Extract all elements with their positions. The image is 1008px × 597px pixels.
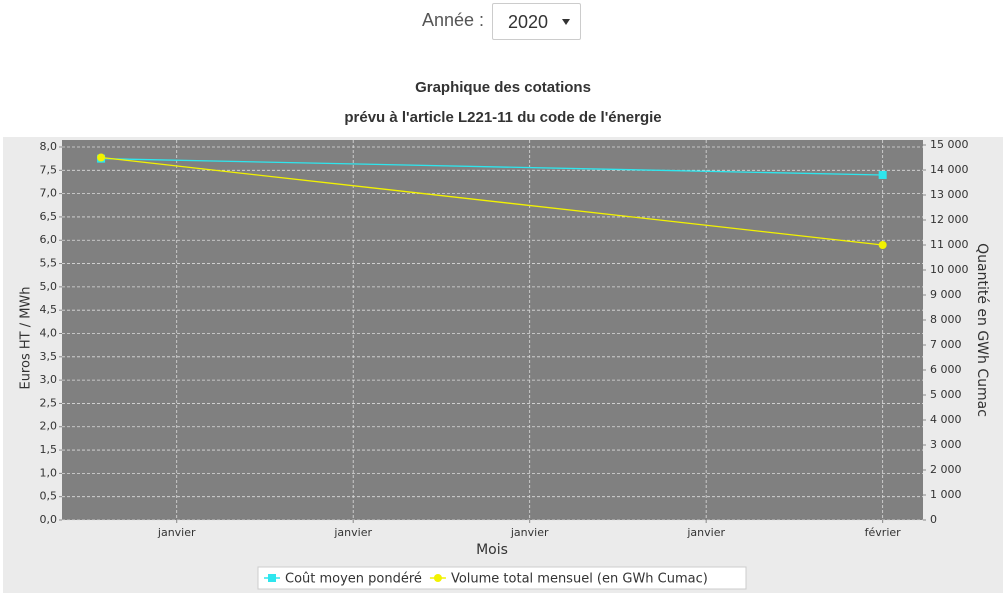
y2-tick-label: 8 000 xyxy=(930,313,962,326)
y-axis-label: Euros HT / MWh xyxy=(19,286,34,389)
x-axis-label: Mois xyxy=(476,542,508,558)
legend-label: Coût moyen pondéré xyxy=(285,572,422,587)
y2-axis-label: Quantité en GWh Cumac xyxy=(974,243,990,417)
y-tick-label: 1,0 xyxy=(40,466,58,479)
data-point xyxy=(97,153,106,162)
x-tick-label: janvier xyxy=(157,526,196,539)
plot-area xyxy=(62,140,923,520)
y2-tick-label: 11 000 xyxy=(930,238,969,251)
y-tick-label: 1,5 xyxy=(40,443,58,456)
year-value: 2020 xyxy=(508,12,549,32)
x-tick-label: janvier xyxy=(510,526,549,539)
y-tick-label: 6,5 xyxy=(40,210,58,223)
y-tick-label: 5,5 xyxy=(40,257,58,270)
y-tick-label: 4,5 xyxy=(40,303,58,316)
y-tick-label: 0,5 xyxy=(40,490,58,503)
y2-tick-label: 2 000 xyxy=(930,463,962,476)
chart-title: Graphique des cotations xyxy=(415,79,591,96)
y-tick-label: 8,0 xyxy=(40,140,58,153)
y2-tick-label: 7 000 xyxy=(930,338,962,351)
year-select[interactable]: 2020 xyxy=(492,3,581,40)
y-tick-label: 0,0 xyxy=(40,513,58,526)
y-tick-label: 6,0 xyxy=(40,233,58,246)
y-tick-label: 3,5 xyxy=(40,350,58,363)
y-tick-label: 2,0 xyxy=(40,420,58,433)
dropdown-arrow xyxy=(562,19,570,25)
legend xyxy=(257,566,747,590)
legend-swatch xyxy=(268,574,276,582)
y-tick-label: 2,5 xyxy=(40,396,58,409)
y2-tick-label: 4 000 xyxy=(930,413,962,426)
y2-tick-label: 0 xyxy=(930,513,937,526)
x-tick-label: février xyxy=(865,526,901,539)
y-tick-label: 3,0 xyxy=(40,373,58,386)
y2-tick-label: 15 000 xyxy=(930,138,969,151)
y2-tick-label: 13 000 xyxy=(930,188,969,201)
y-tick-label: 4,0 xyxy=(40,326,58,339)
data-point xyxy=(878,241,887,249)
legend-swatch xyxy=(433,574,442,582)
y2-tick-label: 14 000 xyxy=(930,163,969,176)
x-tick-label: janvier xyxy=(333,526,372,539)
series-line xyxy=(101,156,883,246)
year-label: Année : xyxy=(422,10,485,30)
chart-subtitle: prévu à l'article L221-11 du code de l'é… xyxy=(344,109,661,126)
y2-tick-label: 5 000 xyxy=(930,388,962,401)
y-tick-label: 7,0 xyxy=(40,187,58,200)
x-tick-label: janvier xyxy=(686,526,725,539)
y-tick-label: 5,0 xyxy=(40,280,58,293)
y2-tick-label: 12 000 xyxy=(930,213,969,226)
series-line xyxy=(101,158,883,176)
y-tick-label: 7,5 xyxy=(40,163,58,176)
y2-tick-label: 1 000 xyxy=(930,488,962,501)
legend-label: Volume total mensuel (en GWh Cumac) xyxy=(451,572,708,587)
y2-tick-label: 6 000 xyxy=(930,363,962,376)
y2-tick-label: 3 000 xyxy=(930,438,962,451)
y2-tick-label: 9 000 xyxy=(930,288,962,301)
y2-tick-label: 10 000 xyxy=(930,263,969,276)
data-point xyxy=(878,170,887,179)
